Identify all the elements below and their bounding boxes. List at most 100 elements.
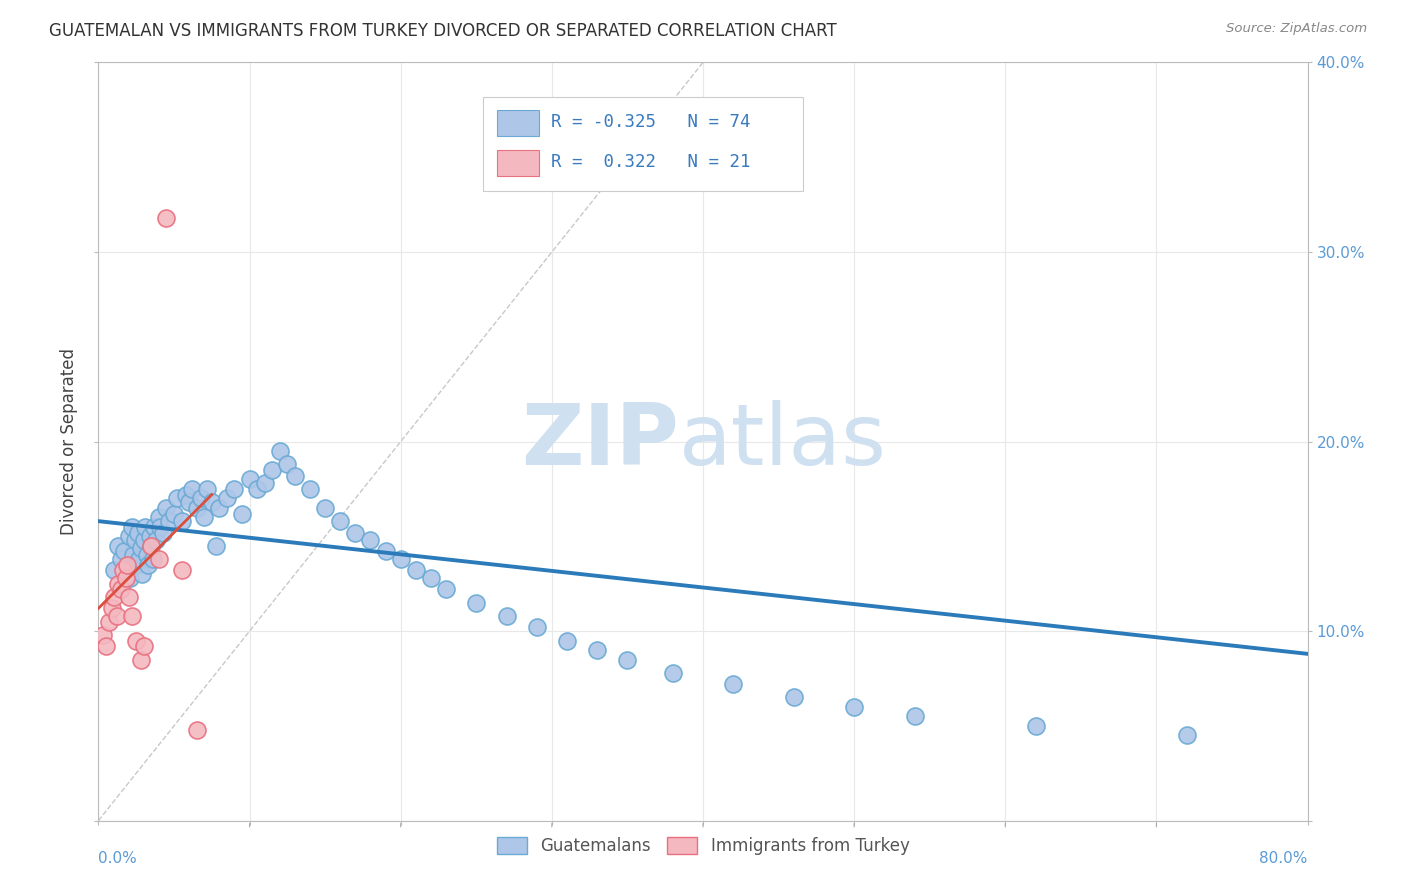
Point <box>190 491 212 506</box>
Point <box>110 552 132 566</box>
Point <box>115 558 138 572</box>
Point <box>181 482 204 496</box>
Point <box>246 482 269 496</box>
Point <box>125 633 148 648</box>
Point <box>170 564 193 578</box>
Point <box>124 533 146 548</box>
Point <box>299 482 322 496</box>
Point <box>142 552 165 566</box>
Point <box>405 564 427 578</box>
Text: GUATEMALAN VS IMMIGRANTS FROM TURKEY DIVORCED OR SEPARATED CORRELATION CHART: GUATEMALAN VS IMMIGRANTS FROM TURKEY DIV… <box>49 22 837 40</box>
Point <box>555 633 578 648</box>
Text: ZIP: ZIP <box>522 400 679 483</box>
Point <box>159 514 181 528</box>
Point <box>148 552 170 566</box>
Point <box>107 576 129 591</box>
Legend: Guatemalans, Immigrants from Turkey: Guatemalans, Immigrants from Turkey <box>489 830 917 862</box>
FancyBboxPatch shape <box>498 151 538 177</box>
Point <box>98 615 121 629</box>
Point <box>661 665 683 680</box>
Point <box>129 541 152 555</box>
Point <box>360 533 382 548</box>
Point <box>208 500 231 515</box>
Point <box>129 652 152 666</box>
Point <box>434 582 457 597</box>
Point <box>1175 728 1198 742</box>
FancyBboxPatch shape <box>482 96 803 191</box>
Point <box>231 507 253 521</box>
Point <box>723 677 745 691</box>
Point <box>145 533 167 548</box>
Point <box>163 507 186 521</box>
Point <box>143 520 166 534</box>
Point <box>134 520 156 534</box>
Point <box>128 552 150 566</box>
Point <box>586 643 609 657</box>
Point <box>120 571 142 585</box>
Text: 0.0%: 0.0% <box>98 851 138 866</box>
Point <box>122 548 145 563</box>
Text: 80.0%: 80.0% <box>1260 851 1308 866</box>
Point <box>121 520 143 534</box>
Point <box>224 482 246 496</box>
Point <box>91 628 114 642</box>
Point <box>844 699 866 714</box>
Point <box>526 620 548 634</box>
Point <box>114 571 136 585</box>
Point <box>269 444 291 458</box>
Text: R = -0.325   N = 74: R = -0.325 N = 74 <box>551 112 751 130</box>
FancyBboxPatch shape <box>498 111 538 136</box>
Point <box>374 544 396 558</box>
Point <box>420 571 443 585</box>
Point <box>132 533 155 548</box>
Point <box>152 525 174 540</box>
Point <box>179 495 201 509</box>
Point <box>118 590 141 604</box>
Point <box>125 558 148 572</box>
Point <box>155 500 177 515</box>
Point <box>149 520 172 534</box>
Point <box>139 529 162 543</box>
Point <box>465 596 488 610</box>
Point <box>1024 719 1046 733</box>
Point <box>155 211 177 225</box>
Point <box>783 690 806 705</box>
Point <box>201 495 224 509</box>
Point <box>205 539 228 553</box>
Point <box>616 652 638 666</box>
Point <box>186 500 208 515</box>
Point <box>131 567 153 582</box>
Point <box>495 609 517 624</box>
Point <box>262 463 284 477</box>
Point <box>195 482 218 496</box>
Point <box>141 539 163 553</box>
Point <box>276 458 298 472</box>
Point <box>193 510 215 524</box>
Point <box>94 639 117 653</box>
Point <box>314 500 336 515</box>
Point <box>148 510 170 524</box>
Point <box>389 552 412 566</box>
Text: Source: ZipAtlas.com: Source: ZipAtlas.com <box>1226 22 1367 36</box>
Point <box>118 529 141 543</box>
Point <box>170 514 193 528</box>
Text: R =  0.322   N = 21: R = 0.322 N = 21 <box>551 153 751 170</box>
Point <box>284 468 307 483</box>
Point <box>904 709 927 723</box>
Point <box>107 539 129 553</box>
Point <box>215 491 238 506</box>
Point <box>135 548 157 563</box>
Point <box>103 564 125 578</box>
Y-axis label: Divorced or Separated: Divorced or Separated <box>60 348 79 535</box>
Point <box>141 539 163 553</box>
Point <box>132 639 155 653</box>
Point <box>121 609 143 624</box>
Point <box>239 473 262 487</box>
Point <box>101 601 124 615</box>
Point <box>166 491 188 506</box>
Point <box>329 514 352 528</box>
Point <box>112 544 135 558</box>
Point <box>136 558 159 572</box>
Text: atlas: atlas <box>679 400 887 483</box>
Point <box>174 488 197 502</box>
